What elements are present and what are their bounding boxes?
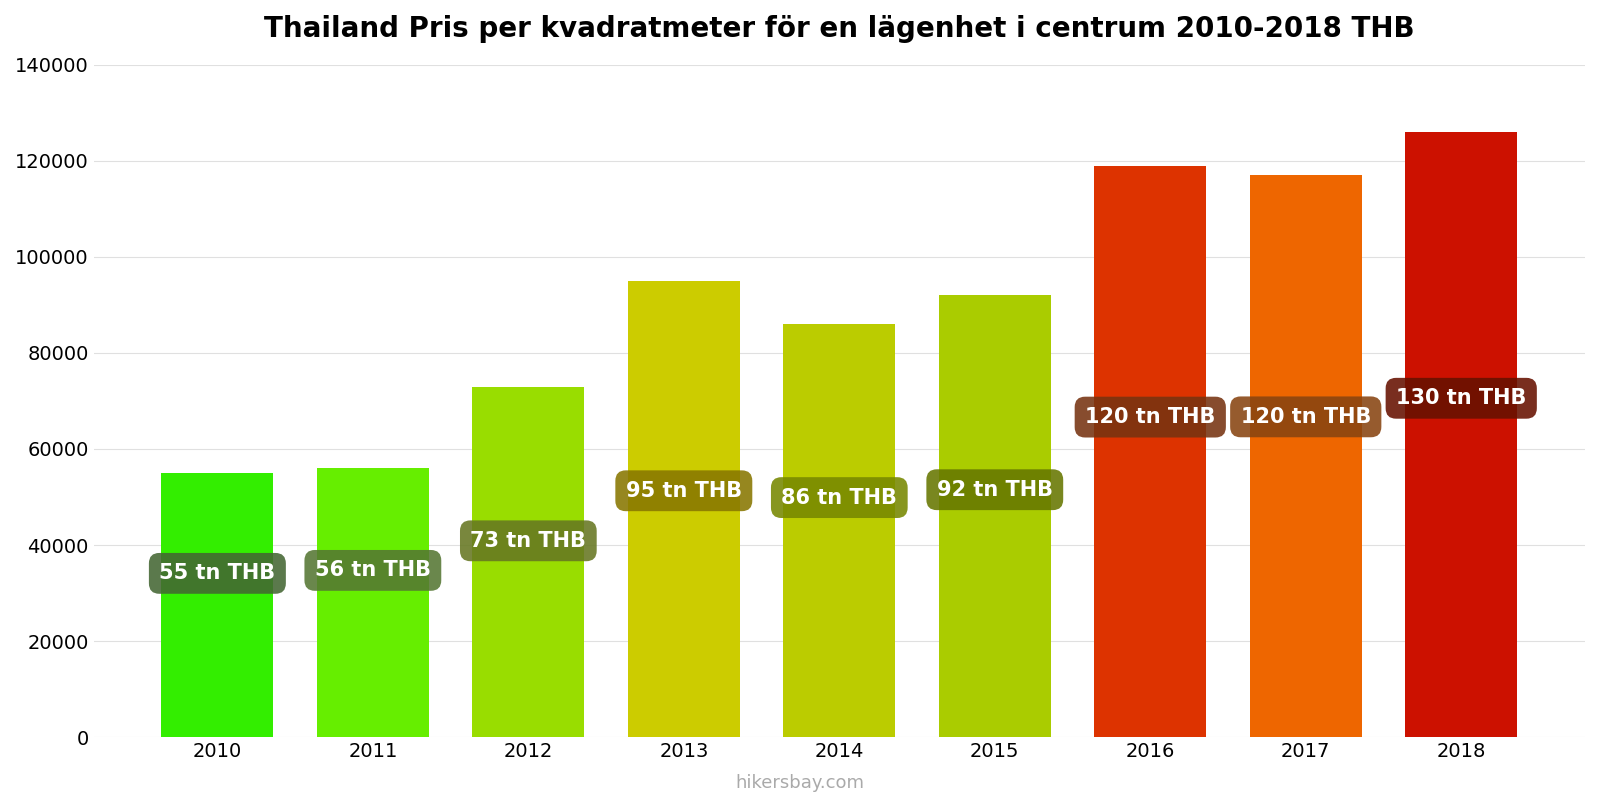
- Text: 130 tn THB: 130 tn THB: [1397, 388, 1526, 408]
- Text: 95 tn THB: 95 tn THB: [626, 481, 742, 501]
- Bar: [784, 324, 896, 737]
- Text: 55 tn THB: 55 tn THB: [160, 563, 275, 583]
- Bar: [627, 281, 739, 737]
- Text: 92 tn THB: 92 tn THB: [936, 480, 1053, 500]
- Text: 73 tn THB: 73 tn THB: [470, 531, 586, 551]
- Bar: [1094, 166, 1206, 737]
- Text: 56 tn THB: 56 tn THB: [315, 560, 430, 580]
- Bar: [1405, 132, 1517, 737]
- Bar: [472, 386, 584, 737]
- Bar: [317, 468, 429, 737]
- Text: 120 tn THB: 120 tn THB: [1085, 407, 1216, 427]
- Bar: [939, 295, 1051, 737]
- Bar: [162, 473, 274, 737]
- Title: Thailand Pris per kvadratmeter för en lägenhet i centrum 2010-2018 THB: Thailand Pris per kvadratmeter för en lä…: [264, 15, 1414, 43]
- Text: 86 tn THB: 86 tn THB: [781, 487, 898, 507]
- Bar: [1250, 175, 1362, 737]
- Text: hikersbay.com: hikersbay.com: [736, 774, 864, 792]
- Text: 120 tn THB: 120 tn THB: [1240, 407, 1371, 427]
